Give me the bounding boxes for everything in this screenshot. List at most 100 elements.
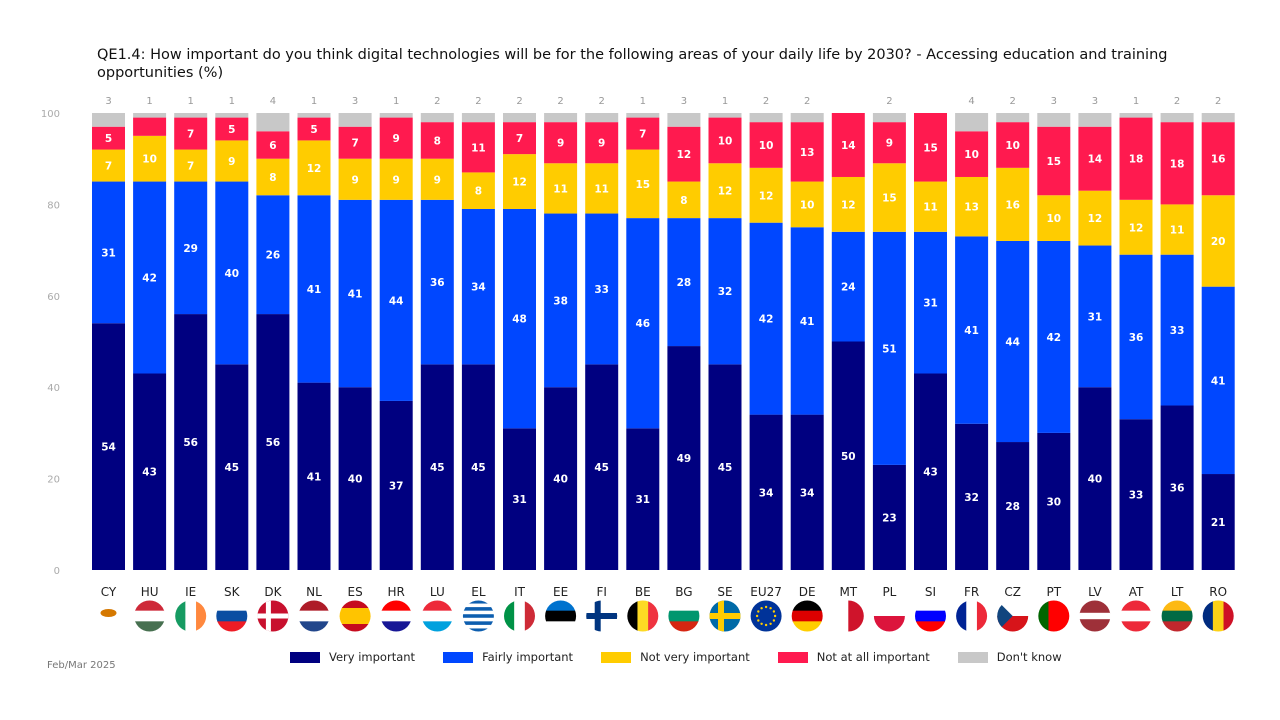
- x-tick-label: BE: [635, 585, 651, 599]
- bar-segment: [503, 122, 536, 155]
- bar-segment: [1119, 419, 1153, 570]
- bar-segment: [1160, 405, 1194, 570]
- data-label: 12: [307, 163, 322, 175]
- legend-item: Fairly important: [443, 650, 573, 664]
- bar-segment: [708, 364, 742, 570]
- bar-segment: [133, 181, 167, 374]
- bar-segment: [1037, 126, 1071, 196]
- x-tick-label: DK: [264, 585, 282, 599]
- data-label: 11: [594, 183, 609, 195]
- data-label: 1: [1133, 96, 1139, 107]
- data-label: 12: [841, 199, 856, 211]
- bar-segment: [1201, 195, 1235, 287]
- bar-segment: [1037, 113, 1071, 127]
- data-label: 4: [270, 96, 276, 107]
- bar-segment: [585, 213, 619, 365]
- chart-title: QE1.4: How important do you think digita…: [97, 47, 1168, 81]
- x-tick-label: PL: [882, 585, 896, 599]
- data-label: 10: [759, 140, 774, 152]
- bar-segment: [1119, 117, 1153, 200]
- x-tick-label: HU: [141, 585, 159, 599]
- bar-se: 45 32 12 10 1: [708, 96, 742, 570]
- data-label: 10: [1005, 140, 1020, 152]
- bar-segment: [790, 414, 824, 570]
- flag-se-icon: [709, 600, 741, 632]
- bar-segment: [708, 218, 742, 365]
- bar-segment: [1201, 113, 1235, 123]
- data-label: 43: [923, 467, 938, 479]
- bar-segment: [133, 135, 167, 182]
- data-label: 29: [183, 243, 198, 255]
- legend-swatch: [601, 651, 632, 663]
- data-label: 41: [348, 289, 363, 301]
- data-label: 10: [800, 199, 815, 211]
- bar-segment: [1037, 195, 1071, 241]
- bar-cy: 54 31 7 5 3: [92, 96, 125, 570]
- data-label: 2: [475, 96, 481, 107]
- bar-segment: [749, 167, 783, 223]
- y-tick-label: 80: [47, 200, 60, 211]
- bar-segment: [585, 122, 619, 164]
- bar-segment: [92, 323, 125, 570]
- data-label: 46: [635, 318, 650, 330]
- x-tick-label: RO: [1209, 585, 1227, 599]
- bar-segment: [749, 122, 783, 168]
- bar-segment: [831, 341, 865, 570]
- data-label: 31: [512, 494, 527, 506]
- data-label: 4: [968, 96, 974, 107]
- legend-swatch: [443, 651, 474, 663]
- bar-segment: [585, 113, 619, 123]
- data-label: 2: [516, 96, 522, 107]
- x-tick-label: FI: [596, 585, 606, 599]
- bar-segment: [1037, 432, 1071, 570]
- bar-segment: [544, 113, 578, 123]
- bar-segment: [503, 113, 536, 123]
- flag-lv-icon: [1079, 600, 1111, 632]
- flag-sk-icon: [216, 600, 248, 632]
- bar-dk: 56 26 8 6 4: [256, 96, 290, 570]
- legend-item: Very important: [290, 650, 415, 664]
- bar-segment: [1078, 190, 1112, 246]
- bar-segment: [92, 126, 125, 150]
- flag-es-icon: [339, 600, 371, 632]
- bar-segment: [996, 113, 1030, 123]
- flag-si-icon: [915, 600, 946, 632]
- x-tick-label: IT: [514, 585, 526, 599]
- x-tick-label: FR: [964, 585, 979, 599]
- bar-segment: [1078, 113, 1112, 127]
- bar-segment: [955, 113, 989, 132]
- data-label: 12: [1129, 222, 1144, 234]
- bar-segment: [996, 167, 1030, 241]
- data-label: 10: [964, 149, 979, 161]
- y-tick-label: 100: [41, 109, 60, 120]
- data-label: 56: [183, 437, 198, 449]
- bar-es: 40 41 9 7 3: [338, 96, 372, 570]
- data-label: 21: [1211, 517, 1226, 529]
- bar-segment: [831, 113, 865, 177]
- bar-segment: [338, 387, 372, 570]
- bar-segment: [256, 195, 290, 315]
- data-label: 2: [1174, 96, 1180, 107]
- bar-segment: [626, 218, 660, 429]
- bar-de: 34 41 10 13 2: [790, 96, 824, 570]
- data-label: 45: [594, 462, 609, 474]
- x-tick-label: ES: [347, 585, 362, 599]
- data-label: 37: [389, 480, 404, 492]
- bar-segment: [1160, 254, 1194, 406]
- data-label: 1: [188, 96, 194, 107]
- bar-segment: [872, 163, 906, 232]
- bar-pl: 23 51 15 9 2: [872, 96, 906, 570]
- data-label: 41: [307, 284, 322, 296]
- bar-segment: [133, 373, 167, 570]
- data-label: 34: [759, 487, 774, 499]
- flag-fr-icon: [956, 600, 988, 632]
- data-label: 31: [635, 494, 650, 506]
- bar-segment: [626, 428, 660, 570]
- y-tick-label: 60: [47, 292, 60, 303]
- bar-segment: [256, 314, 290, 570]
- bar-segment: [914, 113, 947, 182]
- data-label: 12: [759, 190, 774, 202]
- bar-segment: [256, 158, 290, 196]
- data-label: 9: [393, 174, 400, 186]
- data-label: 1: [311, 96, 317, 107]
